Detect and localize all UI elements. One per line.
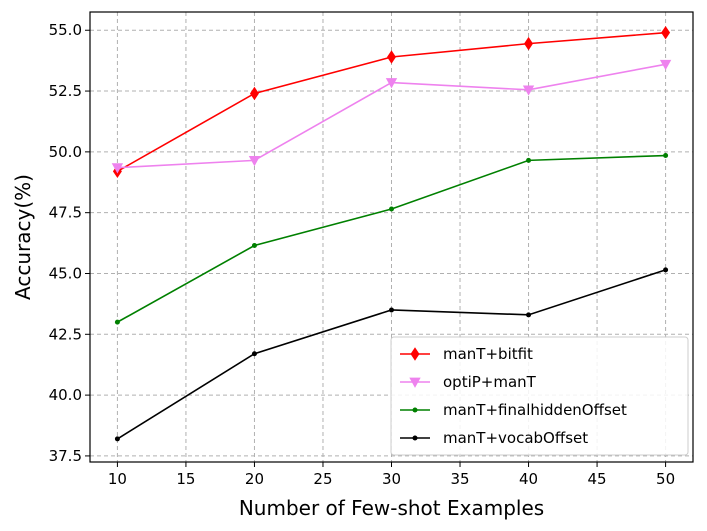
legend-box: [390, 336, 689, 456]
x-tick-label: 30: [382, 470, 401, 488]
y-tick-label: 37.5: [49, 447, 82, 465]
x-tick-label: 40: [519, 470, 538, 488]
data-point: [111, 163, 124, 174]
series-manT+vocabOffset: [114, 267, 669, 442]
data-point: [385, 78, 398, 89]
legend-marker: [412, 435, 418, 441]
x-axis-ticks: 10 15 20 25 30 35 40 45 50: [108, 462, 675, 488]
series-optiP+manT: [111, 59, 672, 174]
x-tick-label: 35: [450, 470, 469, 488]
legend: manT+bitfit optiP+manT manT+finalhiddenOff…: [390, 336, 689, 456]
legend-item: manT+bitfit: [400, 345, 533, 363]
y-tick-label: 50.0: [49, 143, 82, 161]
x-axis-title: Number of Few-shot Examples: [239, 496, 544, 520]
legend-item: optiP+manT: [400, 373, 537, 391]
data-point: [251, 351, 257, 357]
x-tick-label: 45: [588, 470, 607, 488]
data-point: [659, 59, 672, 71]
data-point: [387, 50, 396, 64]
data-point: [526, 157, 532, 163]
legend-item: manT+finalhiddenOffset: [400, 401, 627, 419]
data-point: [661, 25, 671, 40]
data-point: [248, 155, 261, 167]
data-point: [663, 153, 669, 159]
data-point: [389, 206, 394, 212]
data-point: [522, 85, 535, 96]
legend-label: optiP+manT: [443, 373, 537, 391]
y-tick-label: 42.5: [49, 325, 82, 343]
y-tick-label: 55.0: [49, 21, 82, 39]
data-point: [526, 312, 532, 318]
y-axis-ticks: 37.5 40.0 42.5 45.0 47.5 50.0 52.5 55.0: [49, 21, 90, 465]
data-point: [663, 267, 669, 273]
legend-label: manT+bitfit: [443, 345, 533, 363]
legend-item: manT+vocabOffset: [400, 429, 588, 447]
x-tick-label: 20: [245, 470, 264, 488]
data-point: [524, 36, 534, 51]
x-tick-label: 50: [656, 470, 675, 488]
series-manT+finalhiddenOffset: [114, 153, 669, 325]
data-point: [114, 319, 120, 325]
data-point: [249, 86, 259, 101]
legend-marker: [410, 347, 420, 361]
legend-marker: [409, 377, 421, 388]
legend-label: manT+vocabOffset: [443, 429, 588, 447]
x-tick-label: 10: [108, 470, 127, 488]
y-tick-label: 45.0: [49, 264, 82, 282]
data-point: [114, 436, 120, 442]
data-point: [389, 307, 394, 313]
x-tick-label: 25: [313, 470, 332, 488]
legend-label: manT+finalhiddenOffset: [443, 401, 627, 419]
legend-marker: [412, 407, 418, 413]
data-point: [251, 243, 257, 249]
y-tick-label: 52.5: [49, 82, 82, 100]
series-layer: [111, 25, 672, 442]
y-tick-label: 40.0: [49, 386, 82, 404]
y-axis-title: Accuracy(%): [11, 174, 35, 300]
y-tick-label: 47.5: [49, 204, 82, 222]
x-tick-label: 15: [176, 470, 195, 488]
